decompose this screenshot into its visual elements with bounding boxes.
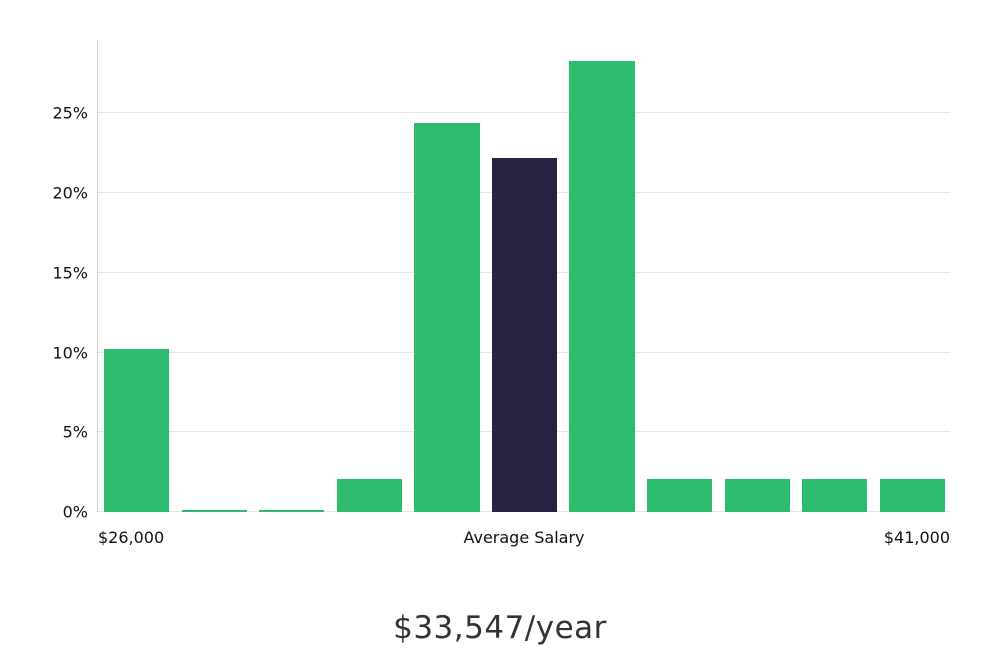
bar [104, 349, 170, 512]
y-tick-label: 10% [52, 343, 88, 363]
x-axis-label-right: $41,000 [883, 528, 950, 547]
gridline-25% [98, 112, 950, 114]
plot-area: 0% 5% 10% 15% 20% 25% $26,000 Average Salary $41… [52, 40, 950, 547]
bar [181, 509, 247, 512]
y-tick-label: 5% [62, 422, 88, 442]
y-tick-label: 15% [52, 263, 88, 283]
y-tick-label: 0% [62, 502, 88, 522]
bar [414, 122, 480, 512]
x-axis-label-center: Average Salary [463, 528, 585, 547]
bar [724, 478, 790, 512]
highlight-bar [491, 158, 558, 512]
bar [802, 478, 868, 512]
bar [259, 509, 325, 512]
bar [569, 60, 635, 512]
y-tick-label: 25% [52, 103, 88, 123]
bar [336, 478, 402, 512]
y-tick-label: 20% [52, 183, 88, 203]
bar [647, 478, 713, 512]
bar [879, 478, 945, 512]
x-axis-label-left: $26,000 [98, 528, 165, 547]
average-salary-caption: $33,547/year [393, 610, 607, 646]
